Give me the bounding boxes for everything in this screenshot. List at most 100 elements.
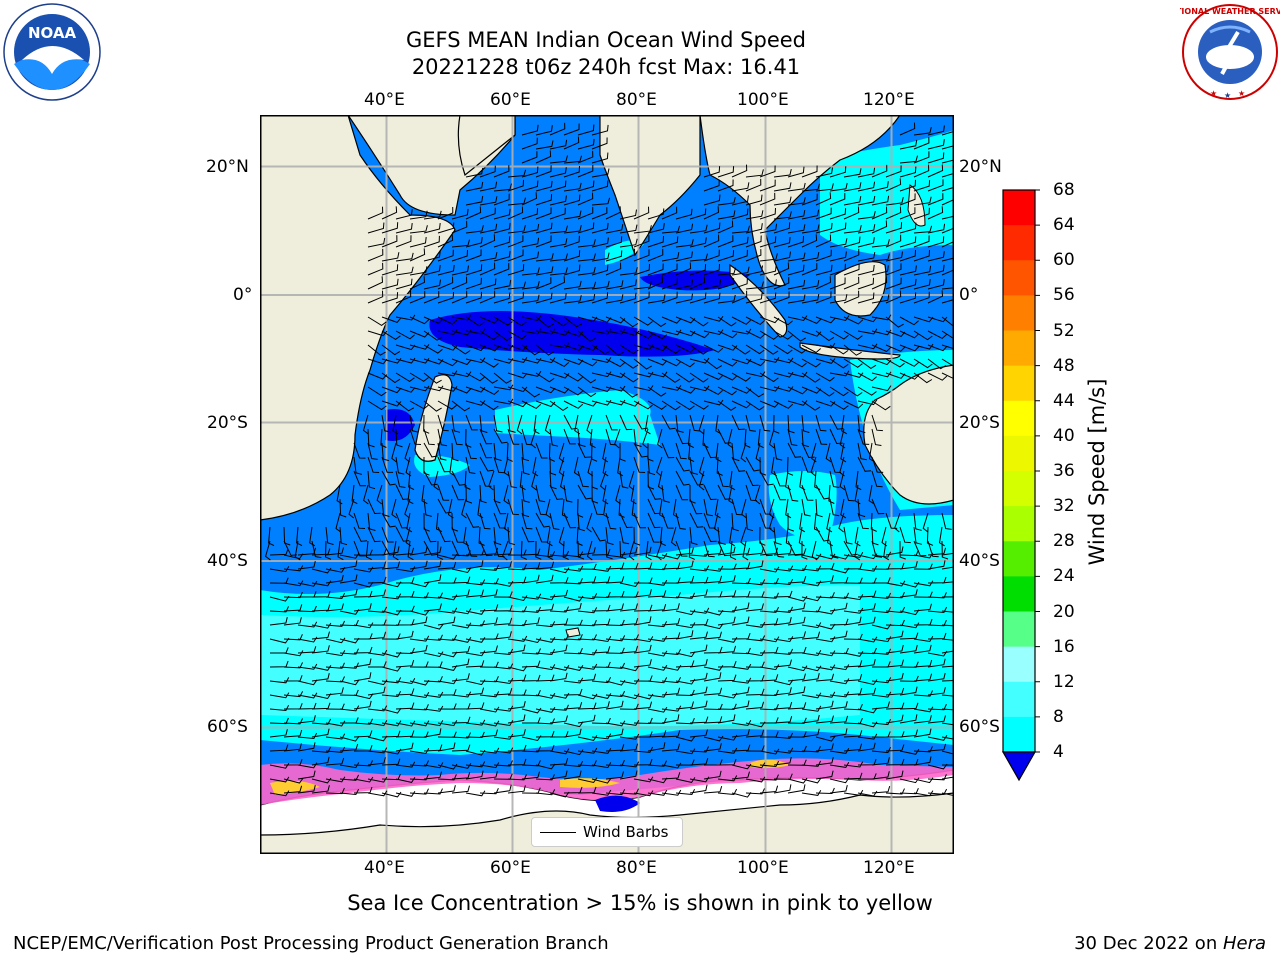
wind-barb — [647, 316, 667, 328]
land-arabia — [457, 115, 516, 177]
wind-barb — [507, 235, 524, 248]
wind-barb — [717, 278, 735, 290]
wind-barb — [591, 591, 611, 599]
wind-barb — [353, 700, 372, 710]
wind-barb — [703, 292, 721, 304]
wind-barb — [675, 735, 696, 742]
wind-barb — [521, 746, 541, 753]
wind-barb — [759, 540, 773, 557]
wind-barb — [717, 267, 737, 276]
wind-barb — [619, 693, 640, 700]
wind-barb — [759, 456, 767, 476]
wind-barb — [311, 702, 331, 710]
wind-barb — [423, 235, 440, 248]
wind-barb — [351, 484, 358, 505]
wind-barb — [630, 484, 637, 505]
wind-barb — [311, 540, 322, 559]
wind-barb — [479, 564, 500, 571]
wind-barb — [913, 526, 922, 545]
wind-barb — [353, 776, 374, 783]
wind-barb — [465, 702, 485, 710]
wind-barb — [465, 291, 482, 304]
wind-barb — [549, 428, 559, 447]
noaa-logo: NOAA — [2, 2, 102, 102]
wind-barb — [507, 665, 528, 672]
wind-barb — [885, 592, 905, 599]
wind-barb — [591, 168, 610, 178]
top-lon-label-100e: 100°E — [737, 90, 789, 110]
top-lon-label-40e: 40°E — [364, 90, 405, 110]
wind-barb — [829, 263, 846, 276]
wind-barb — [479, 762, 500, 769]
wind-barb — [661, 236, 679, 248]
wind-barb — [549, 342, 570, 349]
wind-barb — [365, 540, 372, 561]
wind-barb — [913, 563, 933, 570]
wind-barb — [675, 560, 694, 570]
wind-barb — [392, 540, 399, 561]
wind-barb — [745, 414, 756, 432]
wind-barb — [703, 249, 720, 262]
wind-barb — [787, 197, 806, 206]
wind-barb — [339, 762, 360, 769]
wind-barb — [773, 182, 792, 192]
wind-barb — [493, 442, 502, 461]
wind-barb — [801, 442, 815, 459]
wind-barb — [479, 358, 499, 368]
wind-barb — [437, 607, 458, 614]
wind-barb — [395, 400, 415, 412]
wind-barb — [409, 616, 428, 626]
wind-barb — [843, 316, 864, 325]
wind-barb — [811, 540, 818, 561]
wind-barb — [899, 540, 906, 560]
wind-barb — [870, 512, 877, 532]
wind-barb — [591, 701, 610, 710]
wind-barb — [423, 634, 443, 641]
wind-barb — [899, 222, 917, 234]
wind-barb — [661, 277, 678, 290]
wind-barb — [759, 774, 779, 781]
wind-barb — [563, 316, 583, 328]
wind-barb — [633, 644, 652, 654]
wind-barb — [521, 428, 533, 446]
wind-barb — [451, 484, 465, 501]
wind-barb — [825, 442, 832, 463]
wind-barb — [843, 206, 860, 220]
wind-barb — [437, 484, 450, 501]
wind-barb — [437, 428, 448, 447]
wind-barb — [535, 194, 553, 206]
wind-barb — [409, 428, 422, 445]
wind-barb — [801, 252, 820, 262]
wind-barb — [353, 658, 372, 668]
wind-barb — [647, 386, 667, 397]
wind-barb — [502, 540, 509, 561]
wind-barb — [703, 263, 720, 276]
wind-barb — [633, 616, 652, 626]
wind-barb — [563, 688, 583, 696]
wind-barb — [521, 223, 540, 234]
wind-barb — [913, 180, 931, 192]
wind-barb — [854, 526, 861, 547]
wind-barb — [759, 192, 776, 206]
wind-barb — [675, 414, 684, 433]
wind-barb — [829, 592, 850, 599]
wind-barb — [633, 225, 652, 234]
wind-barb — [815, 700, 834, 710]
nws-logo: NATIONAL WEATHER SERVICE ★ ★ ★ — [1164, 2, 1280, 102]
wind-barb — [885, 234, 902, 248]
wind-barb — [395, 688, 415, 696]
wind-barb — [871, 220, 888, 234]
wind-barb — [633, 249, 650, 262]
wind-barb — [759, 265, 777, 276]
wind-barb — [773, 386, 794, 392]
wind-barb — [535, 484, 546, 503]
wind-barb — [773, 648, 794, 655]
wind-barb — [647, 717, 667, 724]
wind-barb — [675, 718, 695, 725]
wind-barb — [871, 253, 890, 262]
wind-barb — [381, 344, 401, 356]
wind-barb — [353, 672, 372, 682]
wind-barb — [479, 456, 494, 472]
wind-barb — [297, 784, 316, 794]
wind-barb — [451, 400, 471, 412]
